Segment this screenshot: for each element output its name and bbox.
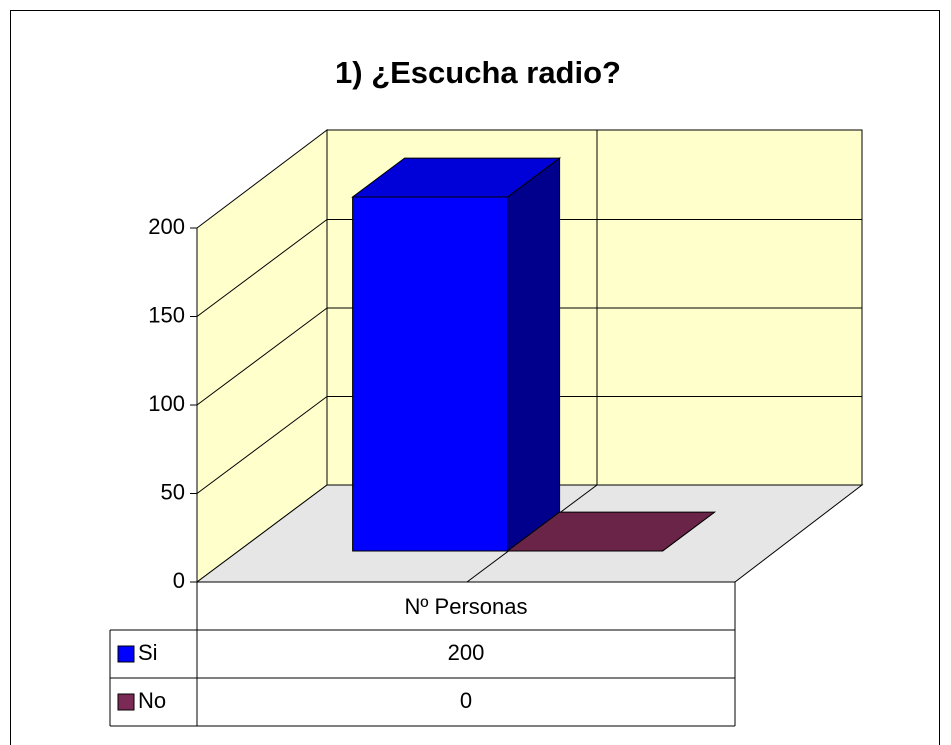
grid-line	[196, 307, 328, 406]
y-tick-label: 200	[148, 214, 185, 239]
legend-key	[117, 645, 135, 663]
legend-label: Si	[138, 640, 158, 665]
bar-top	[506, 511, 717, 552]
legend-key	[117, 693, 135, 711]
table-value: 200	[448, 640, 485, 665]
y-tick-label: 100	[148, 391, 185, 416]
y-tick-label: 150	[148, 302, 185, 327]
grid-line	[196, 219, 328, 317]
data-table	[109, 582, 736, 727]
category-label: Nº Personas	[405, 594, 528, 619]
y-tick-label: 0	[173, 568, 185, 593]
chart-title: 1) ¿Escucha radio?	[335, 55, 621, 90]
y-tick-label: 50	[161, 479, 185, 504]
legend-label: No	[138, 688, 166, 713]
bar-top	[351, 157, 562, 198]
grid-line	[196, 396, 328, 494]
bar-front	[352, 196, 509, 552]
bar-side	[507, 157, 561, 552]
table-value: 0	[460, 688, 472, 713]
